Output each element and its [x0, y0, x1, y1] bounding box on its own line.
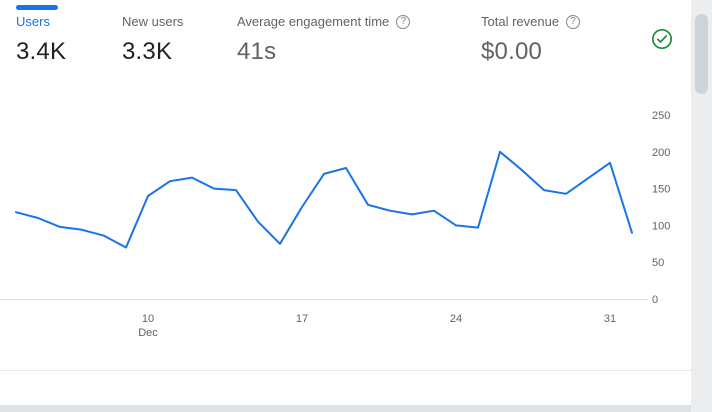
y-axis-label: 200: [652, 147, 670, 159]
x-axis-label: 31: [604, 313, 616, 325]
metric-value: 3.3K: [122, 38, 173, 65]
metric-tab-users[interactable]: Users 3.4K: [16, 14, 66, 66]
x-axis-label: 24: [450, 313, 462, 325]
x-axis-label: 10: [142, 313, 154, 325]
vertical-scrollbar-thumb[interactable]: [695, 14, 708, 94]
data-quality-check-circle-icon[interactable]: [650, 27, 674, 51]
metric-value: 3.4K: [16, 38, 67, 65]
metric-tab-avg-engagement-time[interactable]: Average engagement time ? 41s: [237, 14, 411, 66]
y-axis-label: 100: [652, 220, 670, 232]
y-axis-label: 50: [652, 257, 664, 269]
users-series-line: [15, 150, 633, 249]
active-metric-tab-indicator: [16, 5, 58, 10]
help-icon[interactable]: ?: [566, 14, 581, 29]
help-icon[interactable]: ?: [396, 14, 411, 29]
metric-value: 41s: [237, 38, 277, 65]
y-axis-label: 0: [652, 294, 658, 306]
page-background-edge: [0, 405, 712, 412]
metric-label: Total revenue: [481, 14, 560, 29]
metric-label: New users: [122, 14, 184, 29]
metric-tab-new-users[interactable]: New users 3.3K: [122, 14, 183, 66]
vertical-scrollbar-track[interactable]: [691, 0, 712, 412]
x-axis-sublabel: Dec: [138, 327, 158, 339]
x-axis-label: 17: [296, 313, 308, 325]
metric-tab-total-revenue[interactable]: Total revenue ? $0.00: [481, 14, 581, 66]
metric-value: $0.00: [481, 38, 543, 65]
users-line-chart: 0 50 100 150 200 250 10 Dec 17 24 31: [0, 110, 670, 339]
y-axis-label: 250: [652, 110, 670, 122]
metric-label: Average engagement time: [237, 14, 390, 29]
y-axis-label: 150: [652, 184, 670, 196]
users-over-time-chart: 0 50 100 150 200 250 10 Dec 17 24 31: [0, 100, 690, 350]
metric-label: Users: [16, 14, 50, 29]
section-divider: [0, 370, 691, 371]
